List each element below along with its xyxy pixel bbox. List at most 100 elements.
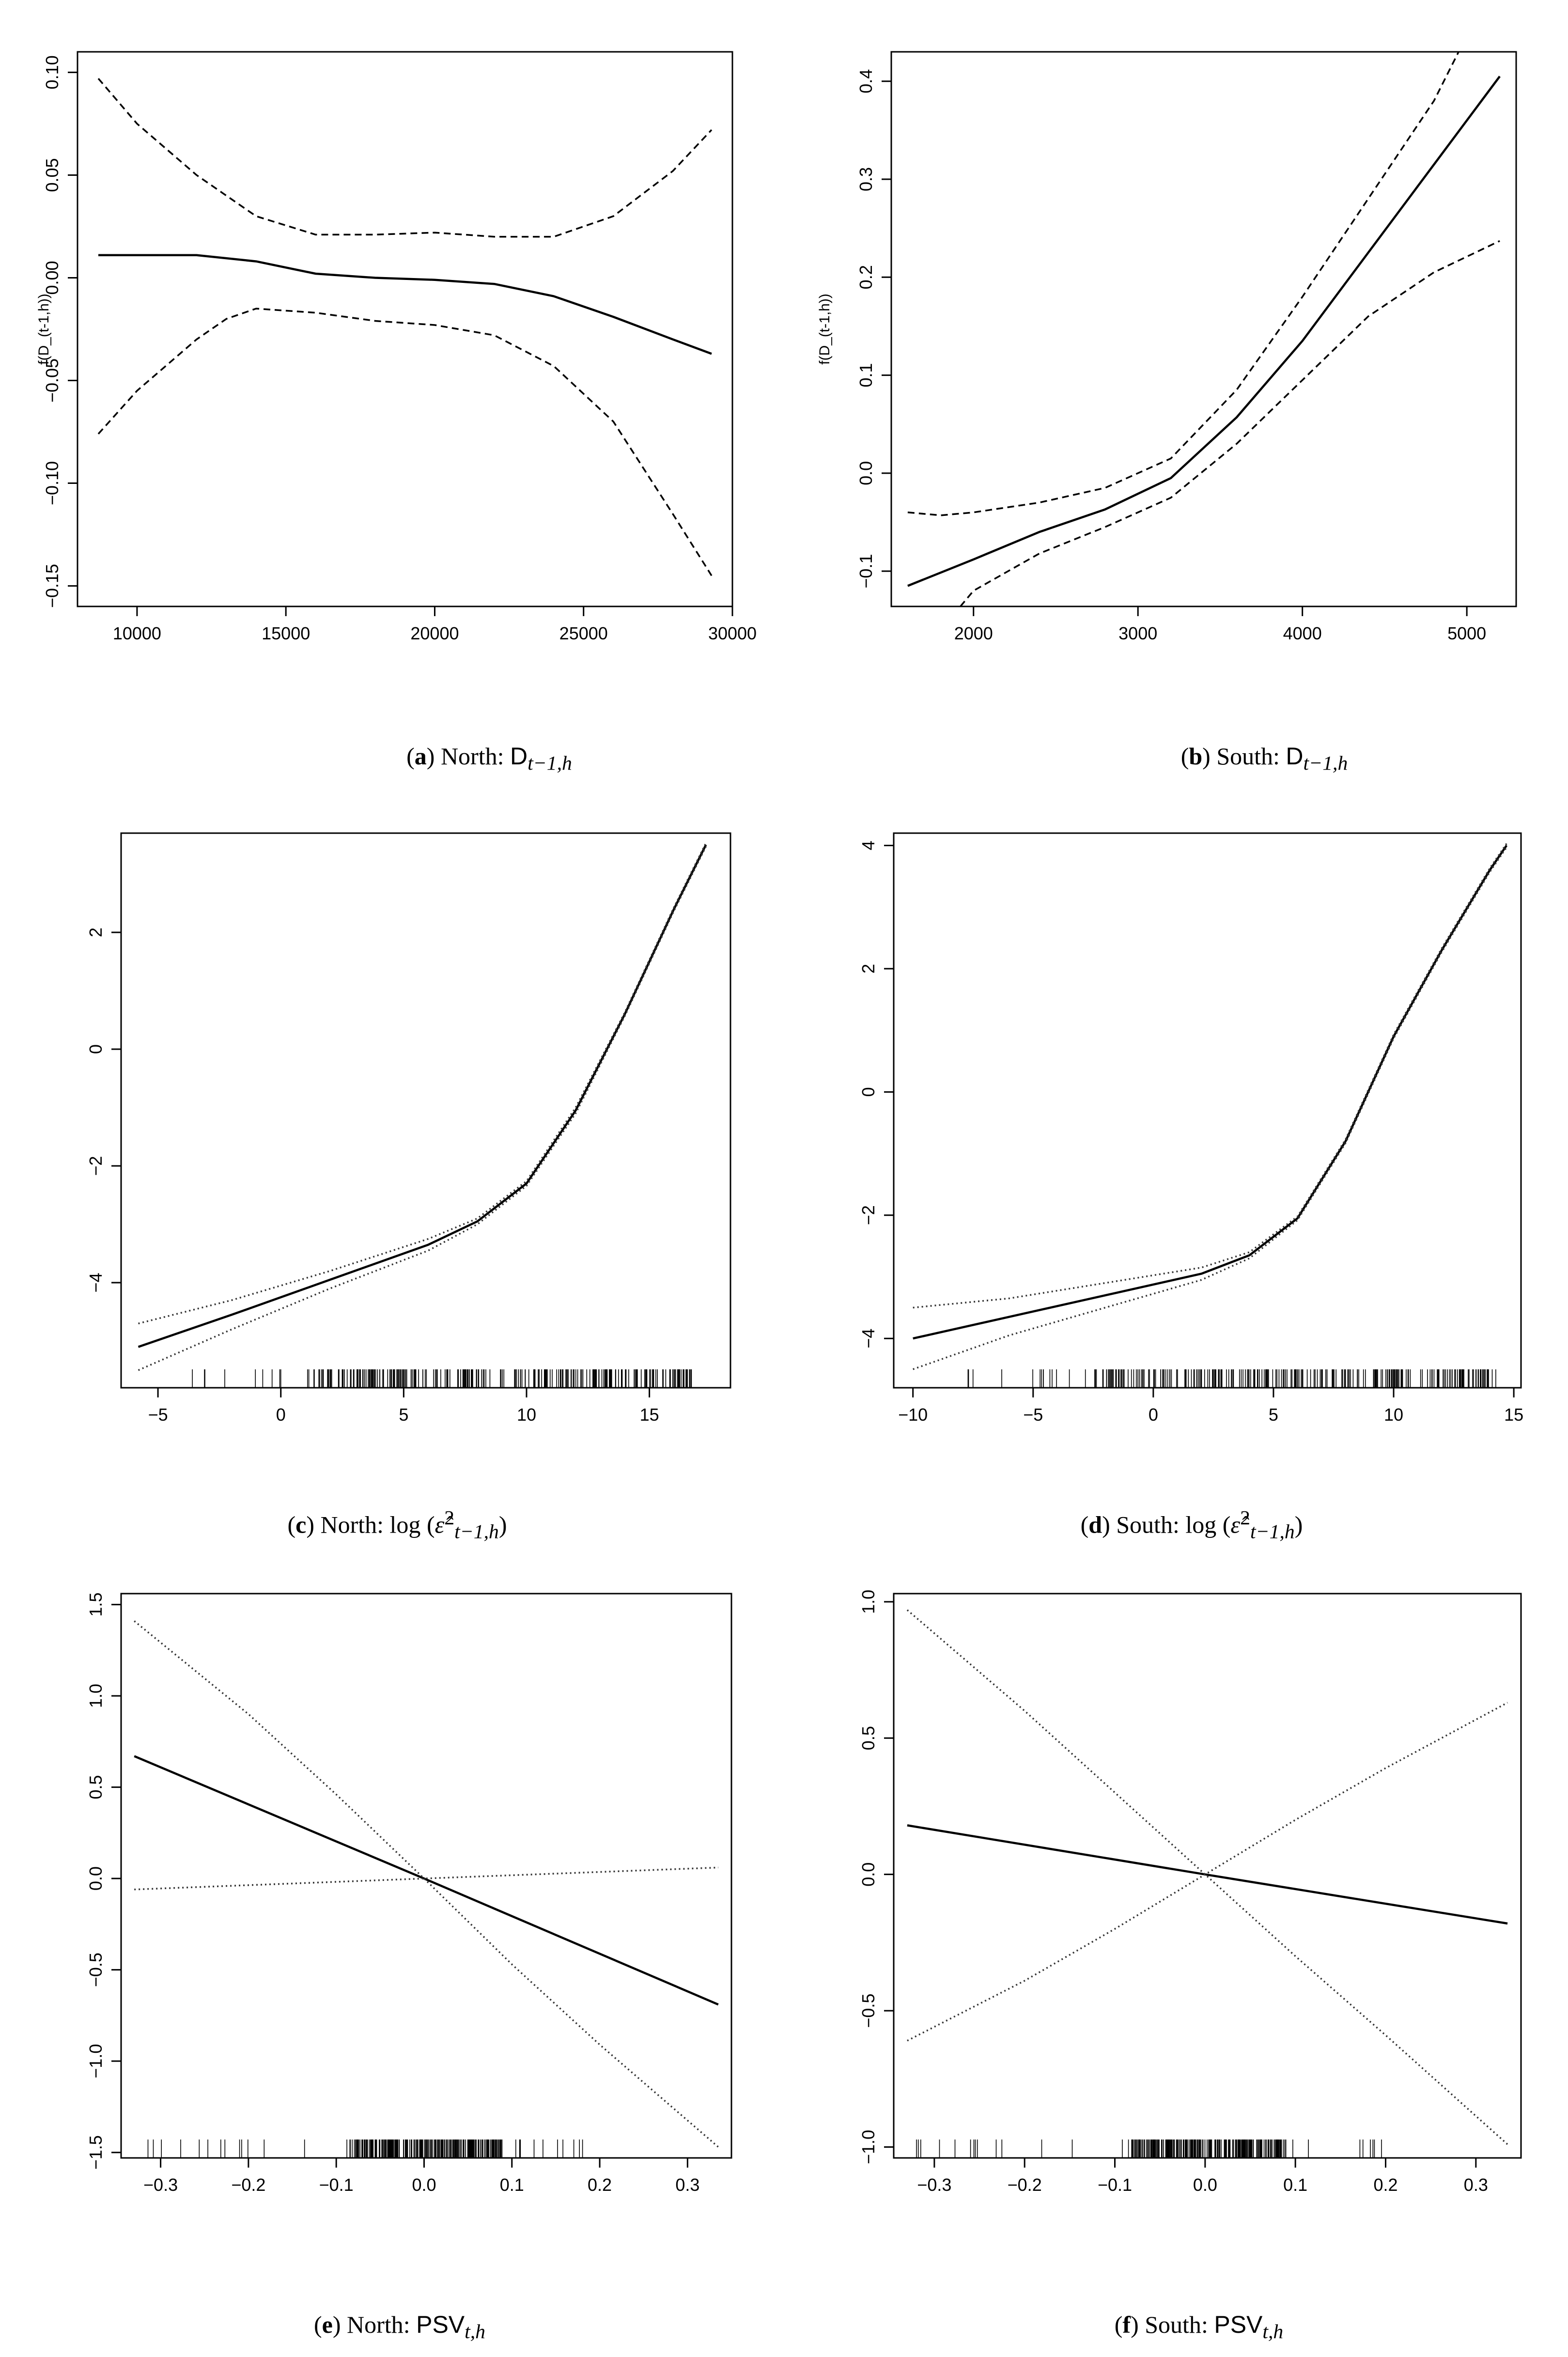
series-lower: [960, 240, 1500, 607]
y-tick-label: −0.5: [858, 1994, 878, 2028]
caption-b: (b) South: Dt−1,h: [1180, 743, 1348, 775]
series-lower: [906, 1609, 1508, 2145]
series-estimate: [907, 1824, 1508, 1925]
y-tick-label: 0.10: [42, 55, 62, 89]
x-tick-label: −0.3: [917, 2175, 951, 2195]
y-tick-label: 0: [86, 1044, 106, 1054]
chart-e: −0.3 −0.2 −0.1 0.0 0.1 0.2 0.3 −1.5 −1.0 −0.5 0.0 0…: [86, 1593, 732, 2195]
x-tick-label: 0.3: [1464, 2175, 1488, 2195]
x-tick-label: 30000: [708, 623, 757, 643]
x-tick-label: 0.3: [675, 2175, 699, 2195]
y-tick-label: −1.5: [86, 2135, 106, 2170]
x-tick-label: 0.2: [1373, 2175, 1397, 2195]
series-upper: [134, 1866, 718, 1891]
y-tick-label: −0.1: [856, 554, 876, 589]
series-estimate: [134, 1755, 719, 2006]
x-tick-label: 5000: [1447, 623, 1486, 643]
x-tick-label: −0.1: [319, 2175, 354, 2195]
chart-f: −0.3 −0.2 −0.1 0.0 0.1 0.2 0.3 −1.0 −0.5 0.0 0.5 1.…: [858, 1590, 1522, 2195]
y-tick-label: 0.1: [856, 363, 876, 388]
x-tick-label: 15000: [262, 623, 310, 643]
y-tick-label: 0.5: [86, 1775, 106, 1799]
caption-a: (a) North: Dt−1,h: [406, 743, 572, 775]
y-tick-label: −0.05: [42, 358, 62, 403]
x-tick-label: −0.3: [143, 2175, 178, 2195]
x-tick-label: −5: [1023, 1405, 1043, 1425]
y-tick-label: 2: [86, 928, 106, 937]
series-lower: [913, 847, 1507, 1370]
rug-ticks: [147, 2140, 583, 2158]
x-tick-label: 2000: [954, 623, 993, 643]
series-estimate: [138, 844, 707, 1348]
series-lower: [134, 1620, 719, 2148]
y-tick-label: −1.0: [858, 2130, 878, 2164]
series-estimate: [98, 254, 712, 355]
caption-c: (c) North: log (ε̂2t−1,h): [287, 1507, 507, 1543]
series-upper: [913, 843, 1507, 1309]
chart-d: −10 −5 0 5 10 15 −4 −2 0 2 4: [858, 832, 1523, 1425]
x-tick-label: 0: [276, 1405, 286, 1425]
y-tick-label: 1.0: [858, 1590, 878, 1614]
x-tick-label: 5: [1269, 1405, 1278, 1425]
plot-frame: [890, 51, 1517, 607]
x-tick-label: −0.2: [231, 2175, 265, 2195]
x-tick-label: 15: [640, 1405, 659, 1425]
x-tick-label: −0.2: [1008, 2175, 1042, 2195]
series-upper: [907, 1702, 1508, 2042]
x-tick-label: 3000: [1118, 623, 1157, 643]
x-tick-label: 20000: [410, 623, 459, 643]
y-tick-label: 0.4: [856, 69, 876, 93]
x-tick-label: 25000: [559, 623, 608, 643]
y-tick-label: −0.15: [42, 564, 62, 608]
y-axis-label: f(D_(t-1,h)): [817, 294, 833, 365]
rug-ticks: [967, 1369, 1496, 1388]
x-tick-label: 10: [517, 1405, 536, 1425]
y-tick-label: −2: [858, 1205, 878, 1225]
y-tick-label: −4: [858, 1329, 878, 1349]
x-tick-label: 0: [1149, 1405, 1158, 1425]
y-tick-label: 0.5: [858, 1726, 878, 1750]
caption-e: (e) North: PSVt,h: [314, 2311, 485, 2343]
y-tick-label: 0.00: [42, 261, 62, 295]
plot-frame: [120, 1593, 732, 2159]
y-tick-label: 0.3: [856, 167, 876, 191]
chart-a: 10000 15000 20000 25000 30000 −0.15 −0.10 −0.05…: [36, 51, 757, 643]
y-tick-label: 0.05: [42, 158, 62, 192]
y-axis-label: f(D_(t-1,h)): [36, 294, 52, 365]
x-tick-label: −5: [148, 1405, 168, 1425]
y-tick-label: −0.5: [86, 1953, 106, 1987]
plot-frame: [893, 832, 1522, 1389]
y-tick-label: 1.5: [86, 1593, 106, 1617]
plot-frame: [77, 51, 733, 607]
series-lower: [138, 846, 707, 1371]
y-tick-label: 2: [858, 964, 878, 974]
x-tick-label: 0.0: [1193, 2175, 1217, 2195]
y-tick-label: 0.0: [856, 461, 876, 485]
x-tick-label: 10: [1384, 1405, 1403, 1425]
chart-b: 2000 3000 4000 5000 −0.1 0.0 0.1 0.2 0.3 0.4 f(D_(…: [817, 51, 1517, 643]
x-tick-label: −0.1: [1098, 2175, 1132, 2195]
rug-ticks: [916, 2140, 1382, 2158]
x-tick-label: 10000: [113, 623, 161, 643]
caption-d: (d) South: log (ε̂2t−1,h): [1080, 1507, 1303, 1543]
series-lower: [97, 308, 713, 576]
series-upper: [138, 842, 707, 1325]
y-tick-label: −0.10: [42, 461, 62, 505]
caption-f: (f) South: PSVt,h: [1114, 2311, 1284, 2343]
series-upper: [97, 78, 713, 238]
x-tick-label: 0.2: [588, 2175, 612, 2195]
x-tick-label: 0.1: [1283, 2175, 1307, 2195]
series-upper: [907, 51, 1459, 516]
y-tick-label: 0.0: [858, 1862, 878, 1887]
series-estimate: [913, 845, 1508, 1340]
x-tick-label: −10: [898, 1405, 928, 1425]
chart-c: −5 0 5 10 15 −4 −2 0 2: [86, 832, 731, 1425]
x-tick-label: 4000: [1283, 623, 1322, 643]
series-estimate: [907, 76, 1501, 587]
y-tick-label: −4: [86, 1273, 106, 1293]
x-tick-label: 0.1: [500, 2175, 524, 2195]
plot-frame: [120, 832, 731, 1389]
y-tick-label: 1.0: [86, 1684, 106, 1708]
y-tick-label: 4: [858, 840, 878, 850]
